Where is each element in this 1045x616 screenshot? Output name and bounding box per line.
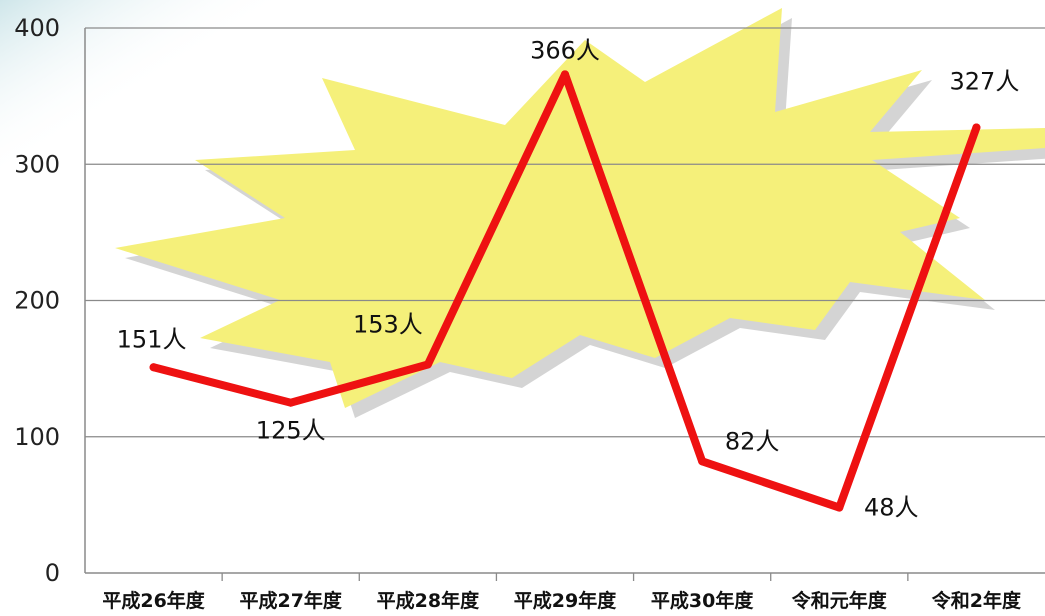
data-label: 125人 <box>256 417 326 445</box>
x-tick-label: 平成29年度 <box>514 589 617 612</box>
data-label: 82人 <box>725 427 780 455</box>
gridlines <box>84 27 1045 581</box>
starburst-decoration <box>115 8 1045 418</box>
starburst-shape <box>115 8 1045 408</box>
data-labels: 151人 125人 153人 366人 82人 48人 327人 <box>117 36 1020 521</box>
data-point <box>835 503 844 512</box>
y-tick-label: 0 <box>45 559 60 587</box>
data-point <box>423 360 432 369</box>
data-label: 48人 <box>864 494 919 522</box>
y-axis-ticks: 0 100 200 300 400 <box>14 14 60 587</box>
series-line <box>149 70 981 512</box>
x-tick-label: 平成28年度 <box>377 589 480 612</box>
x-tick-label: 平成30年度 <box>651 589 754 612</box>
data-point <box>149 363 158 372</box>
data-point <box>286 398 295 407</box>
data-point <box>972 123 981 132</box>
data-point <box>698 457 707 466</box>
x-axis-ticks: 平成26年度 平成27年度 平成28年度 平成29年度 平成30年度 令和元年度 令和2年度 <box>102 589 1022 612</box>
data-label: 153人 <box>353 311 423 339</box>
y-tick-label: 400 <box>14 14 60 42</box>
x-tick-label: 平成26年度 <box>102 589 205 612</box>
data-label: 151人 <box>117 325 187 353</box>
data-label: 366人 <box>530 36 600 64</box>
y-tick-label: 200 <box>14 287 60 315</box>
x-tick-label: 令和2年度 <box>932 589 1022 612</box>
y-tick-label: 300 <box>14 150 60 178</box>
y-tick-label: 100 <box>14 423 60 451</box>
x-tick-label: 令和元年度 <box>792 589 888 612</box>
data-point <box>561 70 569 79</box>
x-tick-label: 平成27年度 <box>239 589 342 612</box>
data-label: 327人 <box>950 67 1020 95</box>
